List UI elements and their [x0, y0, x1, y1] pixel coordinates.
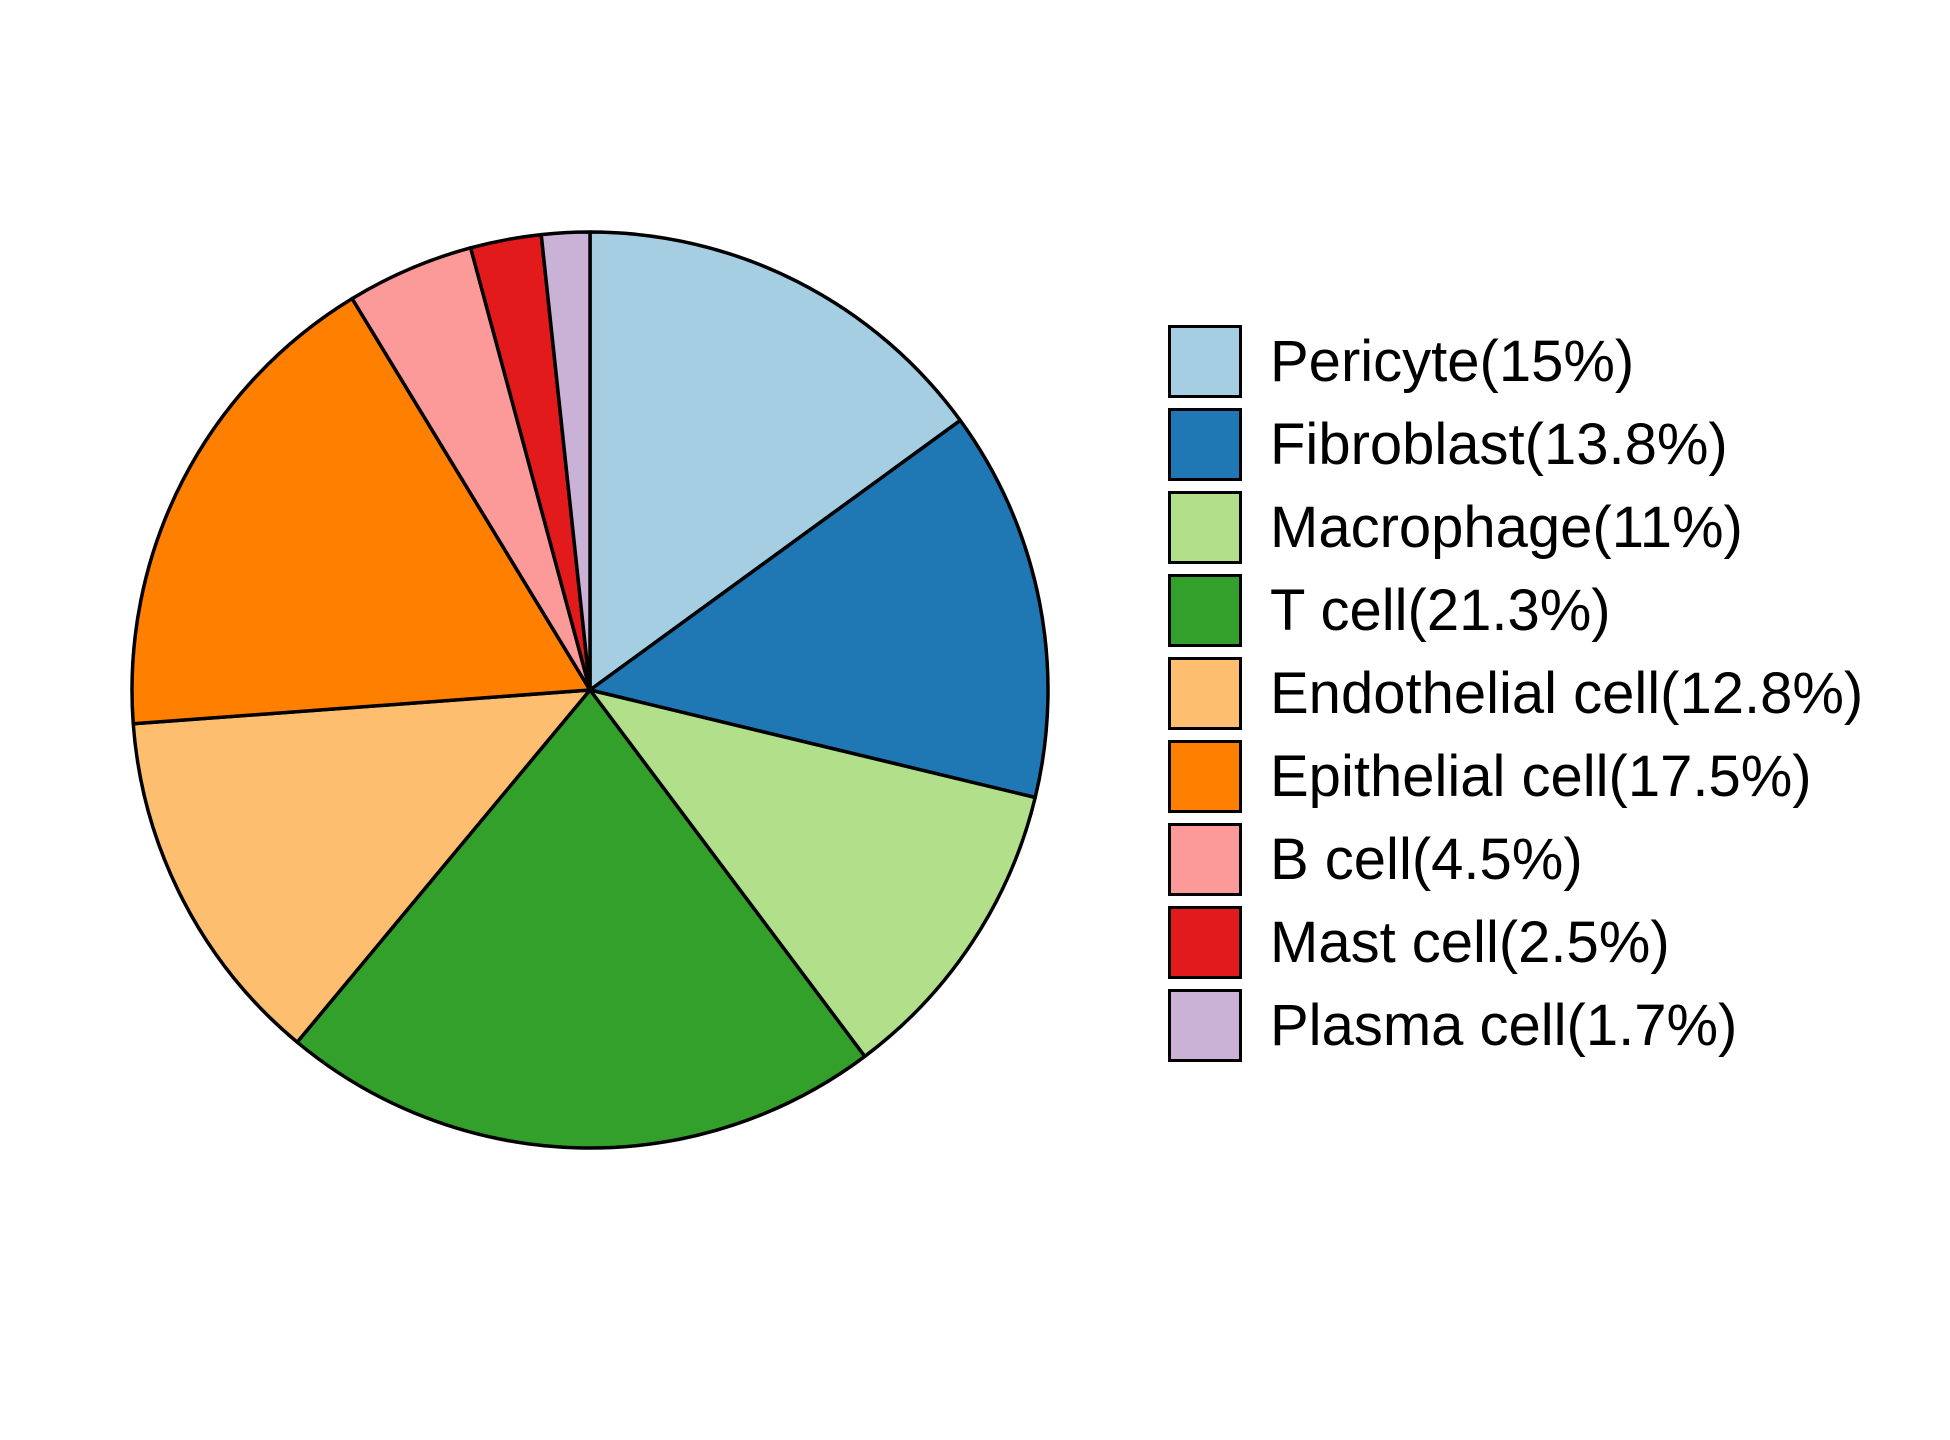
pie-slice [588, 230, 963, 692]
legend-item: Plasma cell(1.7%) [1168, 984, 1863, 1067]
legend-swatch [1168, 408, 1242, 481]
legend-swatch [1168, 491, 1242, 564]
legend-swatch [1168, 657, 1242, 730]
pie-slice [539, 230, 592, 692]
legend-item: Mast cell(2.5%) [1168, 901, 1863, 984]
legend-item: Epithelial cell(17.5%) [1168, 735, 1863, 818]
pie-slice [131, 688, 592, 1044]
legend-label: Plasma cell(1.7%) [1270, 992, 1738, 1058]
legend-label: Mast cell(2.5%) [1270, 909, 1670, 975]
legend-label: Macrophage(11%) [1270, 494, 1743, 560]
legend-swatch [1168, 574, 1242, 647]
pie-slice [130, 296, 592, 726]
legend-label: T cell(21.3%) [1270, 577, 1611, 643]
legend: Pericyte(15%) Fibroblast(13.8%) Macrophage… [1168, 320, 1863, 1067]
legend-label: Epithelial cell(17.5%) [1270, 743, 1812, 809]
legend-label: Fibroblast(13.8%) [1270, 411, 1728, 477]
legend-swatch [1168, 906, 1242, 979]
legend-item: Fibroblast(13.8%) [1168, 403, 1863, 486]
pie-slice [295, 688, 867, 1150]
legend-label: Pericyte(15%) [1270, 328, 1635, 394]
legend-swatch [1168, 740, 1242, 813]
pie-slice [588, 688, 1037, 1059]
legend-item: Endothelial cell(12.8%) [1168, 652, 1863, 735]
legend-swatch [1168, 325, 1242, 398]
legend-item: Pericyte(15%) [1168, 320, 1863, 403]
legend-label: B cell(4.5%) [1270, 826, 1583, 892]
legend-item: B cell(4.5%) [1168, 818, 1863, 901]
legend-swatch [1168, 989, 1242, 1062]
legend-item: Macrophage(11%) [1168, 486, 1863, 569]
legend-label: Endothelial cell(12.8%) [1270, 660, 1864, 726]
pie-slice [588, 418, 1050, 800]
legend-item: T cell(21.3%) [1168, 569, 1863, 652]
legend-swatch [1168, 823, 1242, 896]
